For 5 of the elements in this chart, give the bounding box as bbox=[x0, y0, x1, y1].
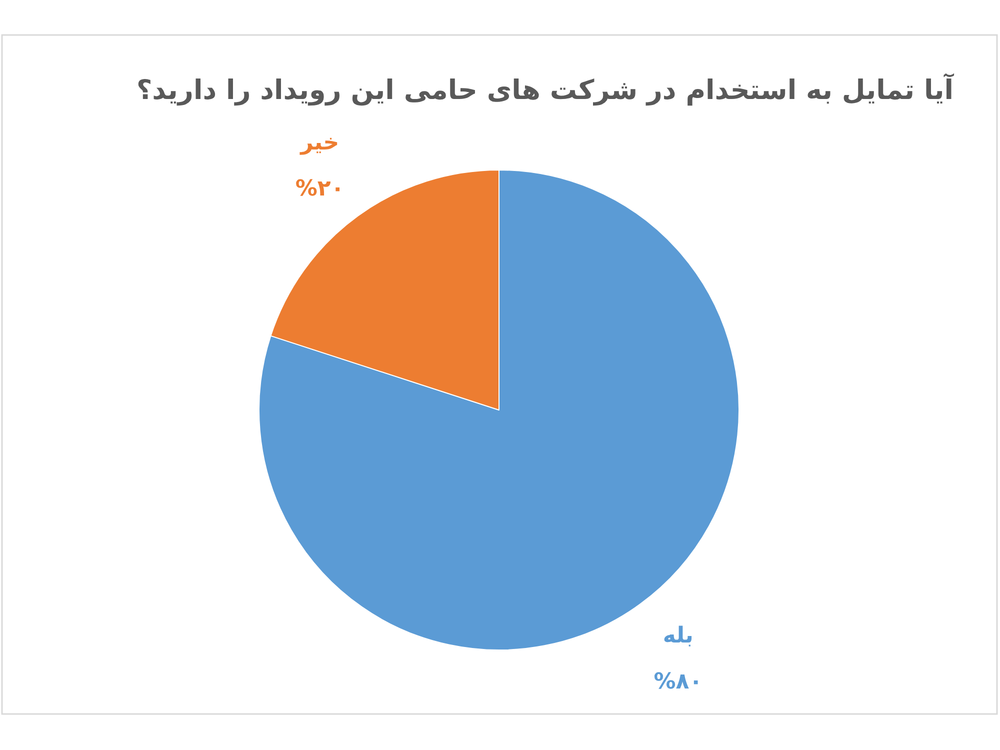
category-label: بله bbox=[662, 624, 694, 649]
data-label: %۸۰ bbox=[654, 670, 703, 695]
category-label: خیر bbox=[300, 130, 340, 156]
data-label: %۲۰ bbox=[295, 176, 344, 202]
title: آیا تمایل به استخدام در شرکت های حامی این رویداد را دارید؟ bbox=[136, 75, 954, 106]
